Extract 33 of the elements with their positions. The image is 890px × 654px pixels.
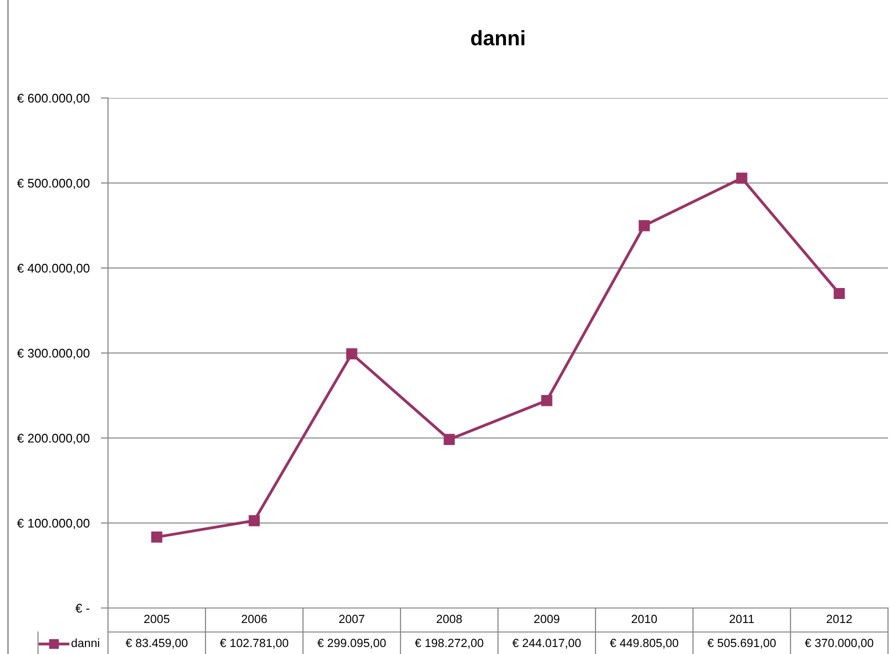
x-tick-label: 2007: [339, 614, 364, 624]
data-label: € 505.691,00: [707, 638, 776, 649]
x-tick-label: 2005: [144, 614, 170, 624]
y-tick-label: € -: [75, 604, 90, 613]
y-tick-label: € 200.000,00: [17, 434, 90, 444]
data-label: € 370.000,00: [804, 638, 874, 649]
data-label: € 83.459,00: [126, 638, 188, 649]
point: [444, 434, 455, 446]
data-label: € 244.017,00: [512, 638, 581, 649]
y-tick-label: € 100.000,00: [17, 518, 90, 530]
data-label: € 449.805,00: [610, 638, 678, 649]
x-tick-label: 2012: [826, 614, 852, 624]
x-tick-label: 2006: [242, 614, 267, 624]
x-tick-label: 2009: [534, 614, 560, 624]
y-tick-label: € 500.000,00: [17, 178, 90, 190]
chart-title: danni: [471, 30, 524, 46]
x-tick-label: 2010: [632, 614, 657, 624]
legend-label: danni: [71, 638, 100, 648]
data-label: € 299.095,00: [317, 638, 386, 649]
point: [541, 395, 552, 406]
point: [834, 288, 845, 300]
data-label: € 198.272,00: [414, 638, 484, 649]
point: [638, 220, 650, 232]
data-label: € 102.781,00: [220, 638, 288, 649]
point: [346, 348, 358, 360]
y-tick-label: € 300.000,00: [17, 348, 90, 360]
x-tick-label: 2011: [730, 614, 754, 624]
point: [248, 515, 260, 526]
y-tick-label: € 600.000,00: [17, 94, 90, 104]
y-tick-label: € 400.000,00: [17, 264, 90, 274]
point: [151, 532, 162, 543]
point: [736, 172, 748, 184]
x-tick-label: 2008: [436, 614, 462, 624]
